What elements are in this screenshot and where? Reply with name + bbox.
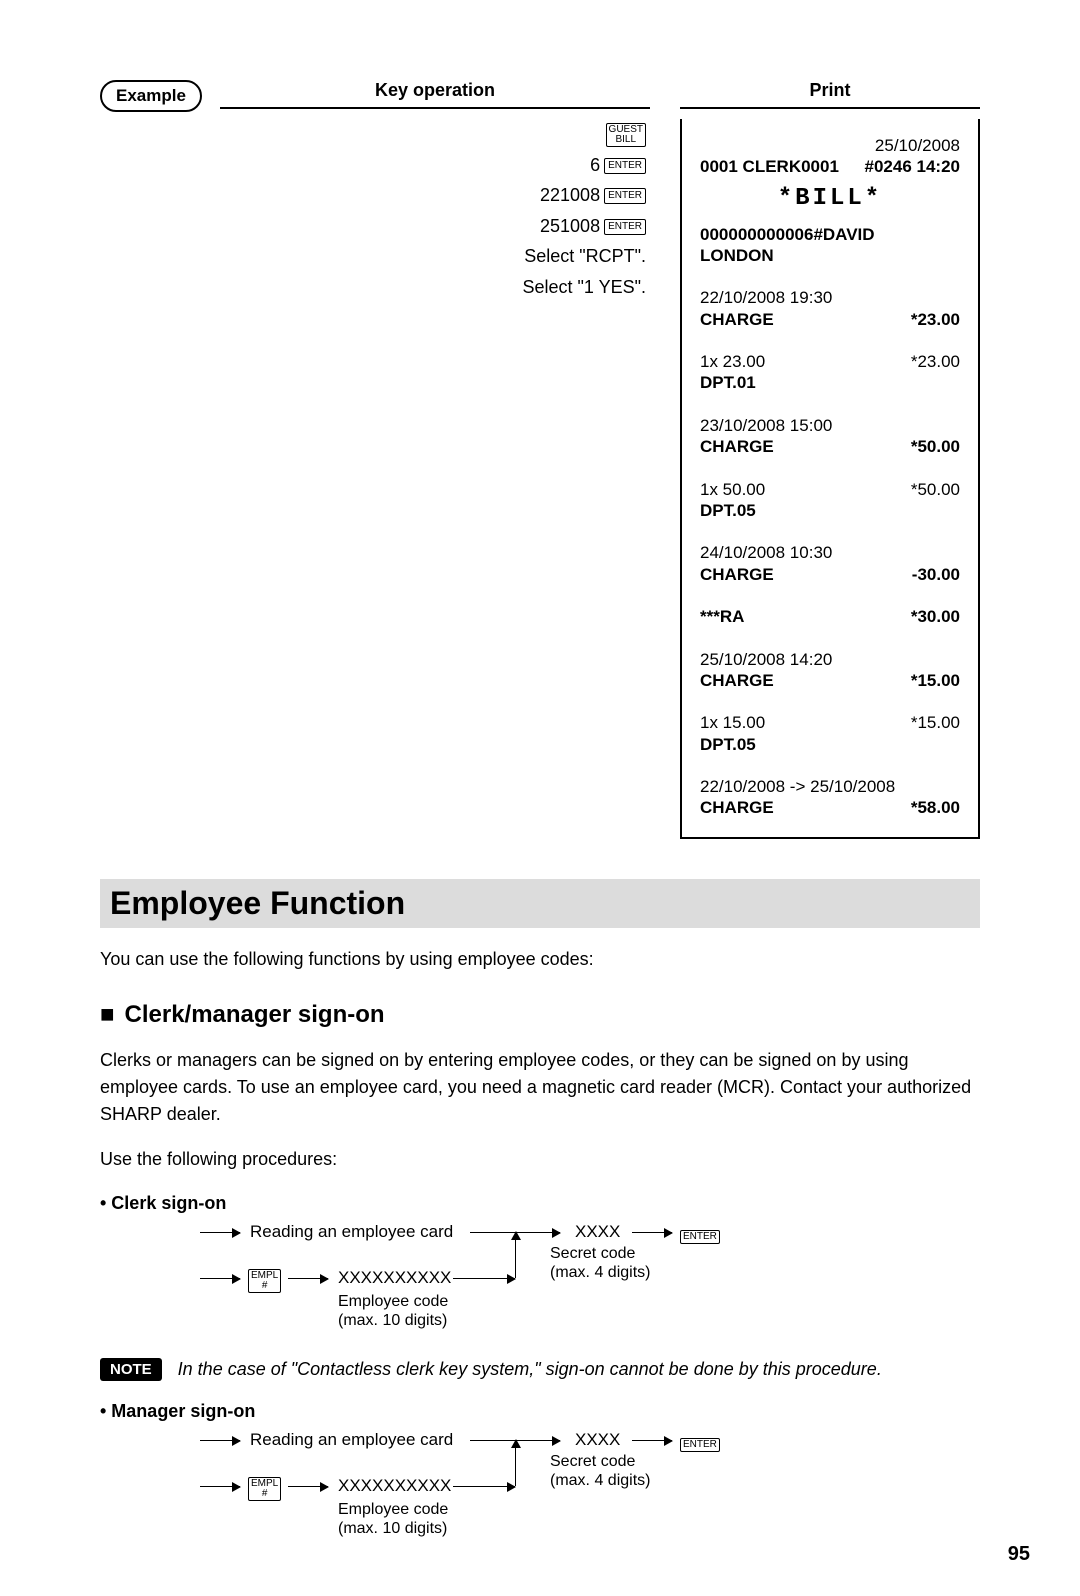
empl-key-icon: EMPL#	[248, 1477, 281, 1501]
example-badge: Example	[100, 80, 202, 112]
paragraph-1: Clerks or managers can be signed on by e…	[100, 1047, 980, 1128]
enter-key: ENTER	[604, 188, 646, 204]
enter-key: ENTER	[604, 158, 646, 174]
key-operation-header: Key operation	[220, 80, 650, 109]
print-header: Print	[680, 80, 980, 109]
clerk-signon-head: • Clerk sign-on	[100, 1193, 980, 1214]
enter-key-icon: ENTER	[680, 1230, 720, 1244]
clerk-signon-flow: Reading an employee card XXXX Secret cod…	[180, 1220, 980, 1340]
note-text: In the case of "Contactless clerk key sy…	[178, 1359, 882, 1380]
page-number: 95	[1008, 1543, 1030, 1566]
empl-key-icon: EMPL#	[248, 1269, 281, 1293]
receipt: 25/10/2008 0001 CLERK0001#0246 14:20 *BI…	[680, 119, 980, 839]
enter-key-icon: ENTER	[680, 1438, 720, 1452]
secret-code-label: Secret code(max. 4 digits)	[550, 1244, 650, 1282]
note-badge: NOTE	[100, 1358, 162, 1381]
manager-signon-flow: Reading an employee card XXXX Secret cod…	[180, 1428, 980, 1548]
guest-bill-key: GUESTBILL	[606, 123, 646, 147]
section-title: Employee Function	[100, 879, 980, 928]
receipt-title: *BILL*	[700, 184, 960, 214]
secret-code-label: Secret code(max. 4 digits)	[550, 1452, 650, 1490]
paragraph-2: Use the following procedures:	[100, 1146, 980, 1173]
manager-signon-head: • Manager sign-on	[100, 1401, 980, 1422]
employee-code-label: Employee code(max. 10 digits)	[338, 1292, 448, 1330]
subhead-clerk-manager: Clerk/manager sign-on	[100, 1001, 980, 1029]
employee-code-label: Employee code(max. 10 digits)	[338, 1500, 448, 1538]
enter-key: ENTER	[604, 219, 646, 235]
intro-text: You can use the following functions by u…	[100, 946, 980, 973]
key-operations: GUESTBILL 6ENTER 221008ENTER 251008ENTER…	[220, 119, 650, 303]
